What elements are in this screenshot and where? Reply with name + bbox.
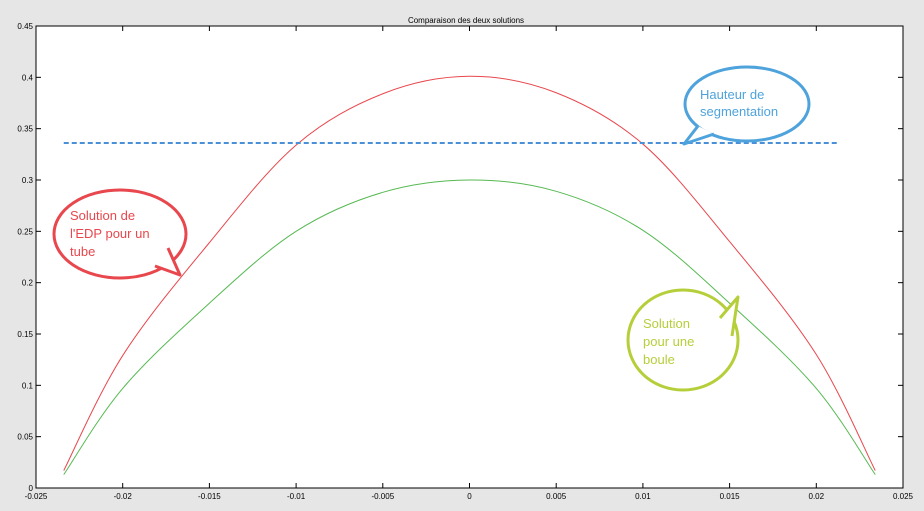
- boule-solution-line: [63, 179, 876, 475]
- y-tick-label: 0.05: [17, 433, 33, 442]
- x-tick-label: -0.025: [25, 492, 48, 501]
- y-tick-label: 0.25: [17, 227, 33, 236]
- x-tick-label: 0.02: [809, 492, 825, 501]
- boule-callout: Solution pour une boule: [626, 288, 740, 392]
- axis-ticks: -0.025 -0.02 -0.015 -0.01 -0.005 0 0.005 0.01 0.…: [17, 22, 913, 501]
- y-tick-label: 0.3: [22, 176, 34, 185]
- y-tick-label: 0.2: [22, 279, 34, 288]
- callout-text: pour une: [643, 334, 694, 349]
- tube-solution-line: [63, 75, 876, 471]
- x-tick-label: 0.01: [635, 492, 651, 501]
- callout-tail: [718, 295, 740, 337]
- series-layer: [63, 75, 876, 475]
- callout-tail-fill: [684, 126, 714, 144]
- callout-text: Hauteur de: [700, 87, 764, 102]
- callout-text: boule: [643, 352, 675, 367]
- x-tick-label: -0.015: [198, 492, 221, 501]
- callout-text: Solution: [643, 316, 690, 331]
- segmentation-callout: Hauteur de segmentation: [682, 65, 811, 146]
- tube-callout: Solution de l'EDP pour un tube: [52, 188, 188, 280]
- x-tick-label: 0.005: [546, 492, 567, 501]
- callout-text: segmentation: [700, 104, 778, 119]
- y-tick-label: 0: [29, 484, 34, 493]
- callout-text: Solution de: [70, 208, 135, 223]
- callout-bubble: [683, 65, 811, 143]
- x-tick-label: -0.02: [114, 492, 133, 501]
- x-tick-label: -0.01: [287, 492, 306, 501]
- y-tick-label: 0.45: [17, 22, 33, 31]
- x-tick-label: 0.025: [893, 492, 914, 501]
- x-tick-label: 0.015: [720, 492, 741, 501]
- callout-bubble: [52, 188, 188, 280]
- y-tick-label: 0.35: [17, 125, 33, 134]
- callout-tail: [154, 247, 182, 277]
- y-tick-label: 0.15: [17, 330, 33, 339]
- y-tick-label: 0.1: [22, 381, 34, 390]
- annotation-layer: Hauteur de segmentation Solution de l'EDP p…: [52, 65, 811, 392]
- callout-bubble: [626, 288, 740, 392]
- callout-text: tube: [70, 244, 95, 259]
- chart-title: Comparaison des deux solutions: [408, 16, 524, 25]
- callout-text: l'EDP pour un: [70, 226, 150, 241]
- y-tick-label: 0.4: [22, 73, 34, 82]
- callout-tail: [682, 125, 715, 146]
- x-tick-label: 0: [467, 492, 472, 501]
- x-tick-label: -0.005: [371, 492, 394, 501]
